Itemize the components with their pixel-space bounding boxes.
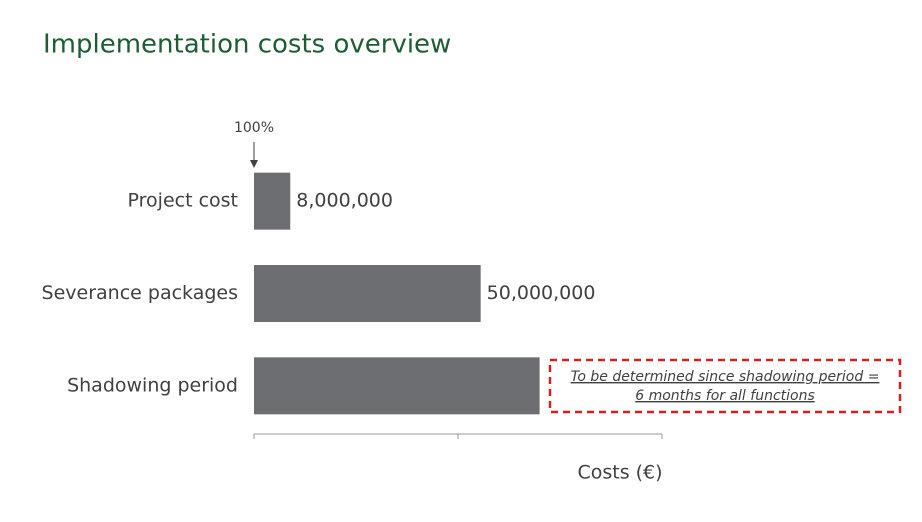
x-axis-label: Costs (€) <box>577 462 662 484</box>
y-tick-label: Project cost <box>128 190 238 212</box>
value-label: 50,000,000 <box>487 282 596 304</box>
value-label: 8,000,000 <box>296 190 393 212</box>
bar <box>254 357 540 415</box>
chart-title: Implementation costs overview <box>43 30 451 60</box>
y-tick-label: Severance packages <box>42 282 238 304</box>
note-box <box>548 358 902 414</box>
bar <box>254 172 291 230</box>
note-text: 6 months for all functions <box>635 388 815 404</box>
note-text: To be determined since shadowing period … <box>571 369 880 385</box>
bar <box>254 265 481 322</box>
y-tick-label: Shadowing period <box>67 374 238 396</box>
start-annotation: 100% <box>234 120 274 136</box>
annotation-arrowhead <box>250 160 258 168</box>
